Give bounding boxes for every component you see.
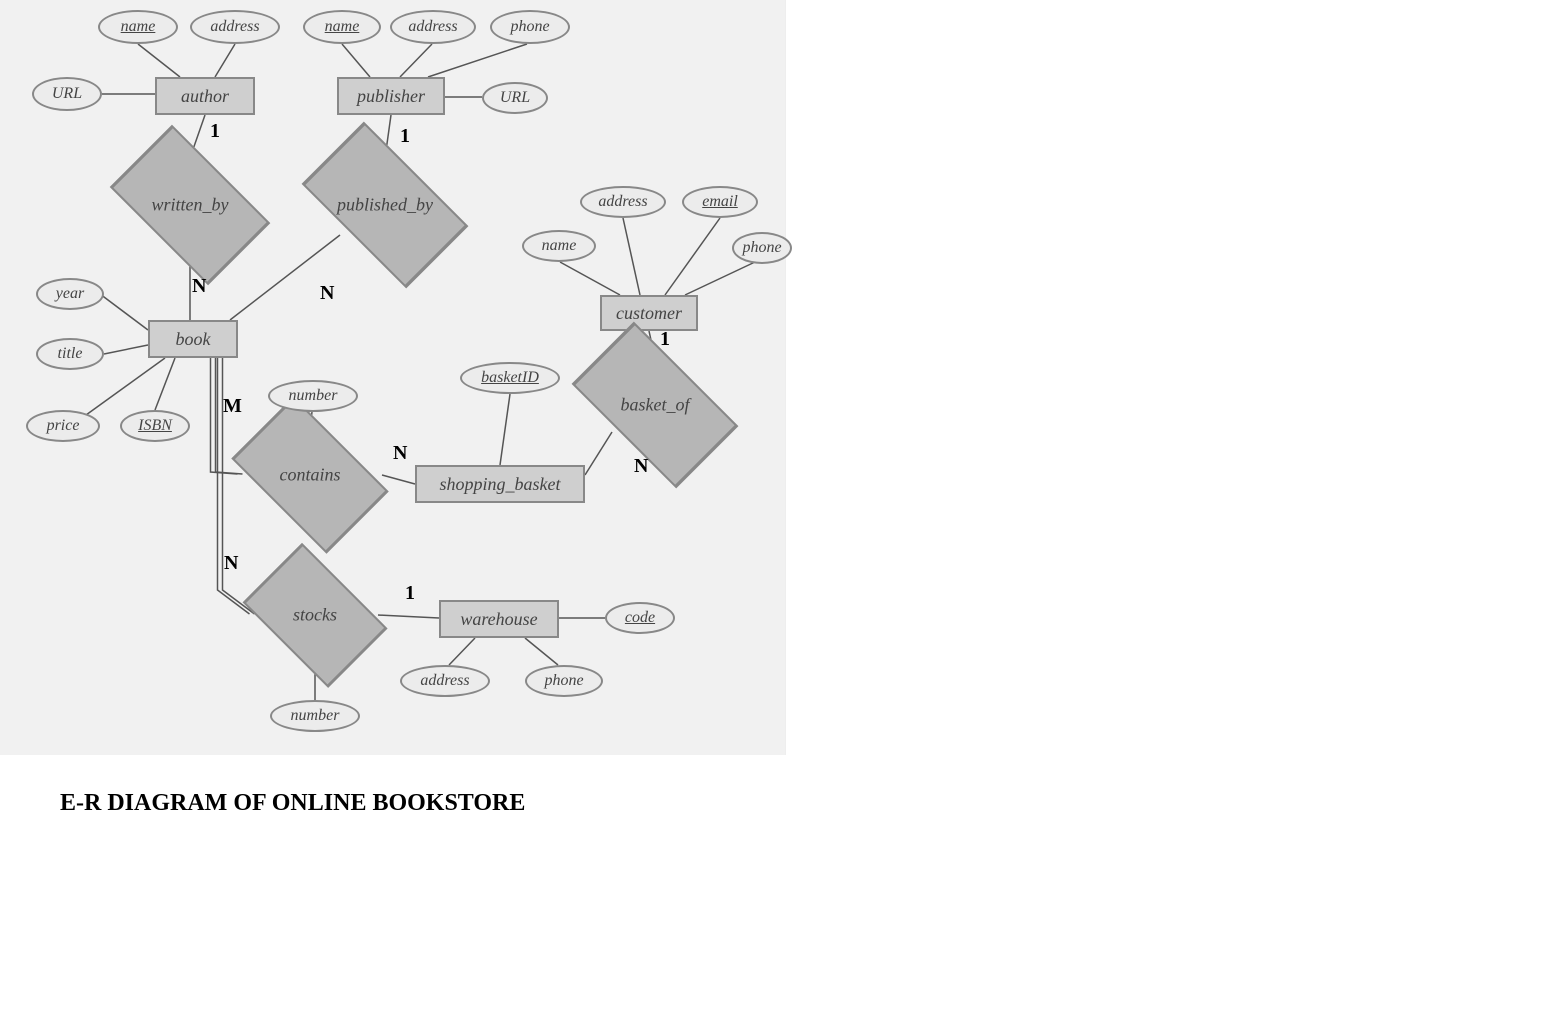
edge [86, 358, 165, 415]
attribute-basket_id: basketID [460, 362, 560, 394]
entity-customer: customer [600, 295, 698, 331]
edge [685, 262, 755, 295]
attribute-author_url: URL [32, 77, 102, 111]
entity-publisher: publisher [337, 77, 445, 115]
entity-shopping_basket: shopping_basket [415, 465, 585, 503]
attribute-book_isbn: ISBN [120, 410, 190, 442]
cardinality-label: 1 [660, 328, 670, 351]
entity-warehouse: warehouse [439, 600, 559, 638]
edge [400, 44, 432, 77]
attribute-cust_name: name [522, 230, 596, 262]
attribute-wh_phone: phone [525, 665, 603, 697]
attribute-author_address: address [190, 10, 280, 44]
cardinality-label: 1 [210, 120, 220, 143]
diagram-title: E-R DIAGRAM OF ONLINE BOOKSTORE [60, 790, 525, 817]
edge [342, 44, 370, 77]
attribute-cust_address: address [580, 186, 666, 218]
cardinality-label: 1 [400, 125, 410, 148]
attribute-cust_email: email [682, 186, 758, 218]
cardinality-label: N [224, 552, 238, 575]
attribute-pub_phone: phone [490, 10, 570, 44]
cardinality-label: N [320, 282, 334, 305]
edge [100, 294, 148, 330]
attribute-book_title: title [36, 338, 104, 370]
edge [449, 638, 475, 665]
entity-book: book [148, 320, 238, 358]
edge [378, 615, 439, 618]
cardinality-label: N [192, 275, 206, 298]
attribute-pub_name: name [303, 10, 381, 44]
edge [230, 235, 340, 320]
edge [382, 475, 415, 484]
attribute-pub_address: address [390, 10, 476, 44]
attribute-pub_url: URL [482, 82, 548, 114]
attribute-cust_phone: phone [732, 232, 792, 264]
attribute-author_name: name [98, 10, 178, 44]
cardinality-label: 1 [405, 582, 415, 605]
attribute-wh_address: address [400, 665, 490, 697]
edge [104, 345, 148, 354]
edge [500, 394, 510, 465]
edge [525, 638, 558, 665]
edge [665, 218, 720, 295]
cardinality-label: N [393, 442, 407, 465]
entity-author: author [155, 77, 255, 115]
attribute-contains_number: number [268, 380, 358, 412]
attribute-book_year: year [36, 278, 104, 310]
attribute-stocks_number: number [270, 700, 360, 732]
er-diagram-canvas: author publisher book customer shopping_bask… [0, 0, 786, 755]
edge [560, 262, 620, 295]
cardinality-label: M [223, 395, 242, 418]
edge [138, 44, 180, 77]
edge [428, 44, 527, 77]
attribute-book_price: price [26, 410, 100, 442]
edge [585, 432, 612, 475]
edge [215, 44, 235, 77]
edge [155, 358, 175, 410]
attribute-wh_code: code [605, 602, 675, 634]
edge [623, 218, 640, 295]
cardinality-label: N [634, 455, 648, 478]
